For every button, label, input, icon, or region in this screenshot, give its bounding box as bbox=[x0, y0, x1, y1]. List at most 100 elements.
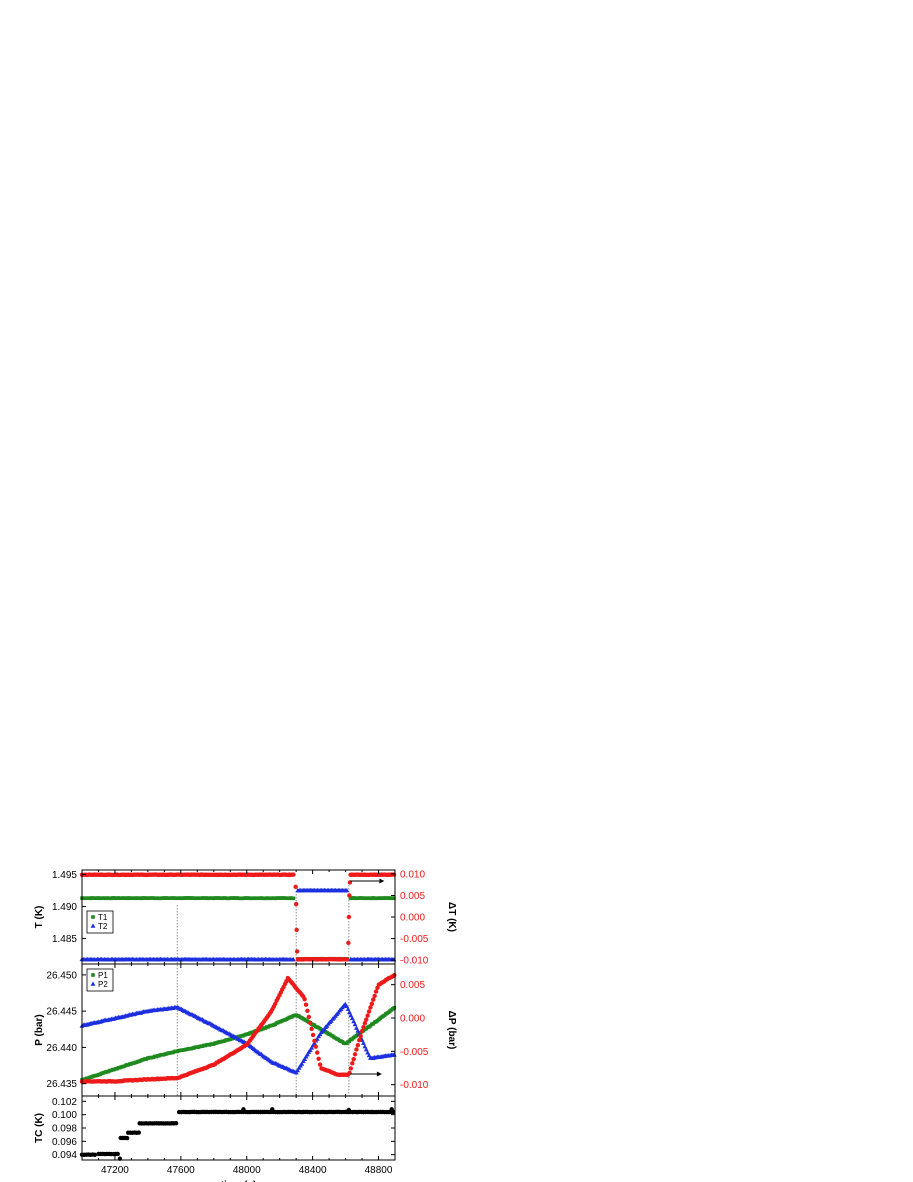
tc-panel: 0.094 0.096 0.098 0.100 0.102 TC (K) 47200 4760… bbox=[34, 1095, 396, 1182]
tc-series bbox=[79, 1107, 396, 1161]
temperature-series bbox=[79, 872, 397, 962]
tc-series-0-point bbox=[136, 1130, 142, 1135]
pressure-y2tick-label: 0.000 bbox=[400, 1014, 425, 1025]
pressure-series-2-point bbox=[359, 1029, 365, 1034]
arrow-head bbox=[379, 878, 385, 884]
tc-xtick-label: 48400 bbox=[299, 1165, 327, 1176]
temperature-y2tick-label: 0.005 bbox=[400, 891, 425, 902]
pressure-ytick-label: 26.440 bbox=[46, 1043, 77, 1054]
p2-point bbox=[345, 1006, 351, 1011]
pressure-series-2-point bbox=[273, 1001, 278, 1007]
temperature-ylabel: T (K) bbox=[34, 906, 45, 929]
pressure-panel: 26.435 26.440 26.445 26.450 -0.010 -0.005 0.00… bbox=[34, 963, 457, 1097]
p2-point bbox=[347, 1009, 352, 1015]
temperature-panel: 1.485 1.490 1.495 -0.010 -0.005 0.000 0.005 0.0… bbox=[34, 869, 457, 966]
pressure-series-2-point bbox=[364, 1017, 369, 1022]
pressure-y2tick-label: -0.010 bbox=[400, 1080, 429, 1091]
temperature-series-2-point bbox=[293, 901, 299, 907]
tc-xtick-label: 48000 bbox=[233, 1165, 261, 1176]
p2-legend-marker bbox=[90, 981, 96, 986]
pressure-series-2-point bbox=[371, 997, 376, 1002]
pressure-y2label: ΔP (bar) bbox=[446, 1011, 457, 1050]
pressure-ylabel: P (bar) bbox=[34, 1014, 45, 1046]
pressure-series-2-point bbox=[357, 1038, 362, 1043]
pressure-ytick-label: 26.445 bbox=[46, 1007, 77, 1018]
tc-series-0-point bbox=[92, 1152, 98, 1157]
tc-xtick-label: 47600 bbox=[167, 1165, 195, 1176]
pressure-series-2-point bbox=[310, 1032, 316, 1038]
pressure-series-2-point bbox=[354, 1047, 359, 1052]
p2-point bbox=[363, 1046, 369, 1052]
t2-point bbox=[344, 887, 350, 893]
tc-ytick-label: 0.098 bbox=[52, 1124, 77, 1135]
tc-series-0-point bbox=[124, 1135, 130, 1141]
pressure-series-2-point bbox=[302, 997, 307, 1002]
p2-point bbox=[307, 1047, 313, 1053]
temperature-y2tick-label: -0.010 bbox=[400, 956, 429, 967]
tc-series-0-point bbox=[173, 1121, 179, 1126]
t2-legend-marker bbox=[90, 923, 96, 928]
arrow-head bbox=[376, 1071, 382, 1077]
p2-point bbox=[295, 1067, 301, 1073]
pressure-series-2-point bbox=[308, 1020, 313, 1026]
temperature-ytick-label: 1.490 bbox=[52, 902, 77, 913]
pressure-y2tick-label: -0.005 bbox=[400, 1047, 429, 1058]
temperature-series-2-point bbox=[294, 927, 299, 933]
tc-ytick-label: 0.094 bbox=[52, 1150, 77, 1161]
p2-point bbox=[296, 1065, 302, 1070]
legend-entry: P2 bbox=[98, 980, 108, 989]
tc-xlabel: time (s) bbox=[221, 1180, 257, 1182]
legend-entry: T1 bbox=[98, 913, 108, 922]
temperature-ytick-label: 1.495 bbox=[52, 870, 77, 881]
temperature-series-2-point bbox=[347, 893, 352, 898]
pressure-series-2-point bbox=[350, 1061, 355, 1066]
tc-xtick-label: 47200 bbox=[101, 1165, 129, 1176]
pressure-ytick-label: 26.435 bbox=[46, 1079, 77, 1090]
p2-point bbox=[361, 1040, 366, 1045]
pressure-series-2-point bbox=[309, 1026, 314, 1032]
pressure-series-2-point bbox=[355, 1042, 361, 1048]
pressure-series-2-point bbox=[352, 1052, 358, 1057]
tc-series-0-point bbox=[115, 1151, 120, 1157]
p2-point bbox=[355, 1028, 361, 1033]
pressure-series-2-point bbox=[365, 1013, 370, 1018]
pressure-series-2-point bbox=[315, 1050, 320, 1055]
temperature-series-2-point bbox=[293, 884, 298, 890]
pressure-series-2-point bbox=[313, 1044, 319, 1049]
pressure-series-2-point bbox=[372, 993, 377, 999]
temperature-series-2-point bbox=[291, 872, 296, 877]
pressure-series-2-point bbox=[317, 1062, 323, 1067]
tc-ylabel: TC (K) bbox=[34, 1113, 45, 1143]
p2-point bbox=[349, 1015, 355, 1021]
pressure-series-2-point bbox=[369, 1001, 375, 1006]
t1-point bbox=[291, 896, 296, 901]
pressure-series-2-point bbox=[392, 972, 397, 978]
pressure-series-2-point bbox=[348, 1066, 354, 1071]
temperature-series-2-point bbox=[346, 914, 352, 920]
tc-series-0-point bbox=[241, 1107, 246, 1112]
p2-point bbox=[299, 1061, 305, 1066]
tc-series-0-point bbox=[389, 1107, 394, 1112]
pressure-series-2-point bbox=[373, 989, 379, 994]
p2-point bbox=[352, 1021, 358, 1027]
tc-ytick-label: 0.102 bbox=[52, 1097, 77, 1108]
pressure-series-2-point bbox=[303, 1002, 309, 1007]
t1-legend-marker bbox=[91, 915, 95, 919]
temperature-series-2-point bbox=[344, 957, 350, 962]
t1-point bbox=[392, 896, 396, 900]
p2-point bbox=[302, 1056, 308, 1061]
temperature-series-2-point bbox=[346, 940, 351, 946]
p1-legend-marker bbox=[91, 973, 95, 977]
pressure-series-2-point bbox=[368, 1005, 373, 1010]
p2-point bbox=[309, 1045, 315, 1050]
axis-arrows bbox=[350, 878, 385, 1077]
temperature-y2tick-label: 0.000 bbox=[400, 913, 425, 924]
temperature-series-2-point bbox=[294, 949, 300, 954]
pressure-series bbox=[79, 972, 397, 1084]
pressure-series-2-point bbox=[316, 1056, 321, 1061]
pressure-series-2-point bbox=[351, 1057, 356, 1062]
